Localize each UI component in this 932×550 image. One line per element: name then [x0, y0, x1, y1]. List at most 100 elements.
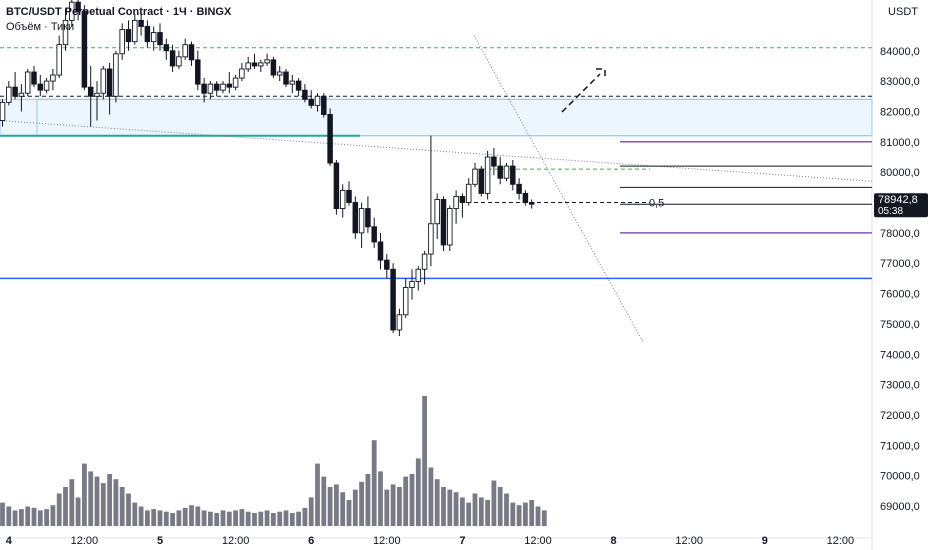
candle: [132, 14, 138, 45]
candle-body-down: [144, 26, 151, 43]
volume-bar: [485, 500, 490, 526]
volume-bar: [264, 510, 270, 526]
y-tick-label: 70000,0: [880, 471, 920, 483]
y-tick-label: 74000,0: [880, 349, 920, 361]
candle-body-down: [37, 83, 44, 91]
candle: [188, 41, 195, 66]
candle-body-up: [428, 223, 434, 255]
candle: [409, 269, 415, 300]
candle-body-up: [43, 80, 50, 91]
volume-bar: [466, 502, 472, 526]
candle-body-up: [402, 287, 409, 316]
candle-body-down: [31, 71, 37, 85]
candle: [421, 251, 428, 285]
candle-body-down: [491, 156, 497, 167]
y-tick-label: 78000,0: [880, 228, 920, 240]
candle-body-up: [239, 68, 245, 79]
volume-bar: [82, 463, 87, 526]
axis-unit-label: USDT: [888, 6, 918, 18]
volume-bar: [151, 509, 157, 526]
candle-body-down: [371, 226, 377, 243]
volume-bar: [239, 509, 245, 526]
candle-body-down: [125, 29, 132, 43]
candle-body-up: [264, 59, 270, 64]
candle: [384, 254, 390, 279]
volume-bar: [208, 511, 213, 526]
candle: [75, 0, 81, 21]
candle: [213, 81, 220, 97]
volume-indicator-label[interactable]: Объём · Тики: [6, 21, 75, 33]
candle: [270, 56, 277, 79]
volume-bar: [94, 476, 100, 526]
candle-body-down: [333, 162, 340, 210]
arrow-projection: [561, 68, 606, 113]
candle: [182, 38, 188, 60]
candle: [472, 163, 478, 188]
volume-bar: [56, 493, 62, 526]
candle-body-up: [94, 92, 100, 97]
candle: [62, 8, 69, 51]
candle: [69, 0, 75, 27]
candle: [251, 53, 258, 69]
volume-bar: [315, 463, 320, 526]
volume-bar: [308, 497, 314, 526]
candle: [510, 160, 516, 191]
candle: [239, 62, 245, 82]
volume-bar: [472, 493, 478, 526]
volume-bar: [340, 492, 346, 526]
volume-bar: [44, 509, 49, 526]
candle-body-up: [396, 314, 403, 331]
candle-body-up: [69, 1, 75, 21]
y-tick-label: 83000,0: [880, 76, 920, 88]
candle-body-up: [176, 56, 182, 67]
candle: [0, 99, 6, 127]
volume-bar: [478, 497, 484, 526]
volume-bar: [535, 506, 541, 526]
candle: [195, 50, 201, 91]
candle-body-up: [6, 86, 12, 103]
candle: [81, 5, 88, 91]
volume-bar: [428, 467, 434, 526]
candle-body-down: [157, 32, 163, 46]
candle-body-up: [62, 19, 69, 46]
candle: [87, 65, 94, 127]
candle-body-down: [87, 86, 94, 97]
price-badge-value: 78942,8: [878, 194, 918, 206]
volume-bar: [157, 510, 163, 526]
candle-body-down: [201, 83, 207, 94]
candle: [453, 190, 459, 224]
candle: [125, 20, 132, 51]
candle: [94, 81, 100, 121]
volume-bar: [283, 510, 289, 526]
volume-bar: [504, 493, 509, 526]
volume-bar: [523, 502, 528, 526]
x-tick-label: 9: [762, 535, 768, 547]
volume-bar: [113, 479, 119, 526]
candle: [478, 166, 485, 197]
candle: [144, 20, 151, 48]
candle-body-up: [415, 268, 422, 282]
candle-body-up: [314, 95, 321, 106]
candle: [402, 278, 409, 318]
candle-body-up: [358, 208, 365, 234]
y-tick-label: 77000,0: [880, 258, 920, 270]
candle-body-down: [106, 68, 113, 97]
candle-body-up: [220, 83, 226, 91]
x-tick-label: 6: [308, 535, 314, 547]
volume-bar: [334, 484, 339, 526]
candle: [333, 160, 340, 215]
candle: [56, 35, 62, 79]
candle: [24, 68, 31, 97]
candle-body-down: [295, 80, 302, 91]
volume-bar: [371, 440, 377, 526]
y-tick-label: 71000,0: [880, 440, 920, 452]
candle-body-down: [213, 83, 220, 91]
volume-bar: [195, 506, 201, 526]
x-tick-label: 12:00: [827, 535, 855, 547]
candle-body-down: [226, 83, 233, 88]
candle: [119, 23, 125, 60]
candle: [264, 53, 270, 66]
volume-bar: [491, 480, 497, 526]
volume-bar: [245, 511, 251, 526]
